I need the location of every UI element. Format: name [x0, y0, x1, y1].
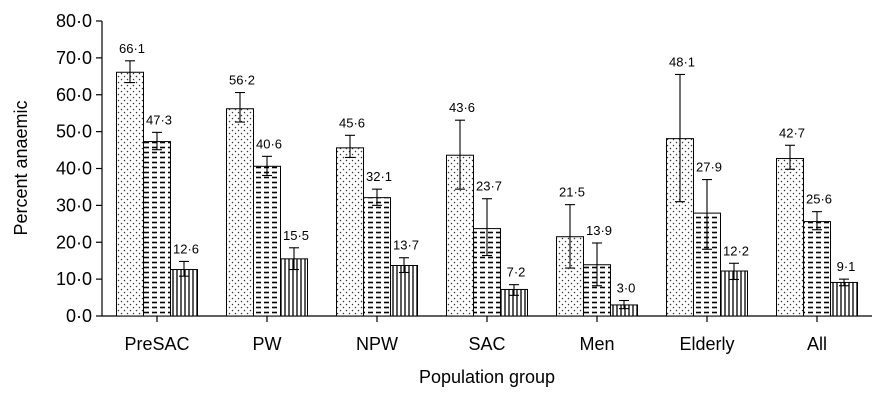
y-tick-label: 70·0 [56, 48, 92, 68]
x-tick-label-all: All [807, 334, 827, 354]
data-label: 32·1 [366, 169, 392, 184]
x-tick-label-men: Men [579, 334, 614, 354]
data-label: 15·5 [283, 228, 309, 243]
bar-dotted-npw [336, 147, 364, 317]
data-label: 47·3 [146, 112, 172, 127]
data-label: 43·6 [449, 100, 475, 115]
data-label: 23·7 [476, 179, 502, 194]
data-label: 48·1 [669, 54, 695, 69]
bar-dashed-pw [253, 165, 281, 317]
bar-dotted-presac [116, 71, 144, 317]
data-label: 9·1 [837, 259, 856, 274]
bar-dotted-pw [226, 108, 254, 317]
data-label: 12·6 [173, 241, 199, 256]
y-tick-label: 50·0 [56, 122, 92, 142]
y-tick-label: 60·0 [56, 85, 92, 105]
data-label: 21·5 [559, 185, 585, 200]
x-axis-label: Population group [419, 367, 555, 387]
y-tick-label: 80·0 [56, 11, 92, 31]
data-label: 25·6 [806, 192, 832, 207]
bar-vertical-lines-npw [390, 264, 418, 317]
y-tick-label: 0·0 [66, 306, 92, 326]
data-label: 12·2 [723, 243, 749, 258]
x-tick-label-presac: PreSAC [124, 334, 189, 354]
data-label: 3·0 [617, 281, 636, 296]
bar-vertical-lines-presac [170, 269, 198, 317]
data-label: 27·9 [696, 160, 722, 175]
x-tick-label-pw: PW [253, 334, 282, 354]
bar-vertical-lines-all [830, 281, 858, 317]
bar-dashed-presac [143, 141, 171, 317]
x-tick-label-elderly: Elderly [679, 334, 734, 354]
x-tick-label-sac: SAC [468, 334, 505, 354]
bar-dashed-npw [363, 197, 391, 317]
data-label: 7·2 [507, 265, 526, 280]
data-label: 56·2 [229, 73, 255, 88]
y-tick-label: 20·0 [56, 232, 92, 252]
y-tick-label: 10·0 [56, 269, 92, 289]
data-label: 40·6 [256, 136, 282, 151]
bar-dashed-all [803, 221, 831, 317]
data-label: 13·7 [393, 238, 419, 253]
data-label: 13·9 [586, 223, 612, 238]
bar-dotted-all [776, 158, 804, 317]
data-label: 66·1 [119, 41, 145, 56]
y-axis-label: Percent anaemic [11, 100, 31, 235]
data-label: 42·7 [779, 125, 805, 140]
data-label: 45·6 [339, 115, 365, 130]
x-tick-label-npw: NPW [356, 334, 398, 354]
y-tick-label: 30·0 [56, 195, 92, 215]
y-tick-label: 40·0 [56, 159, 92, 179]
